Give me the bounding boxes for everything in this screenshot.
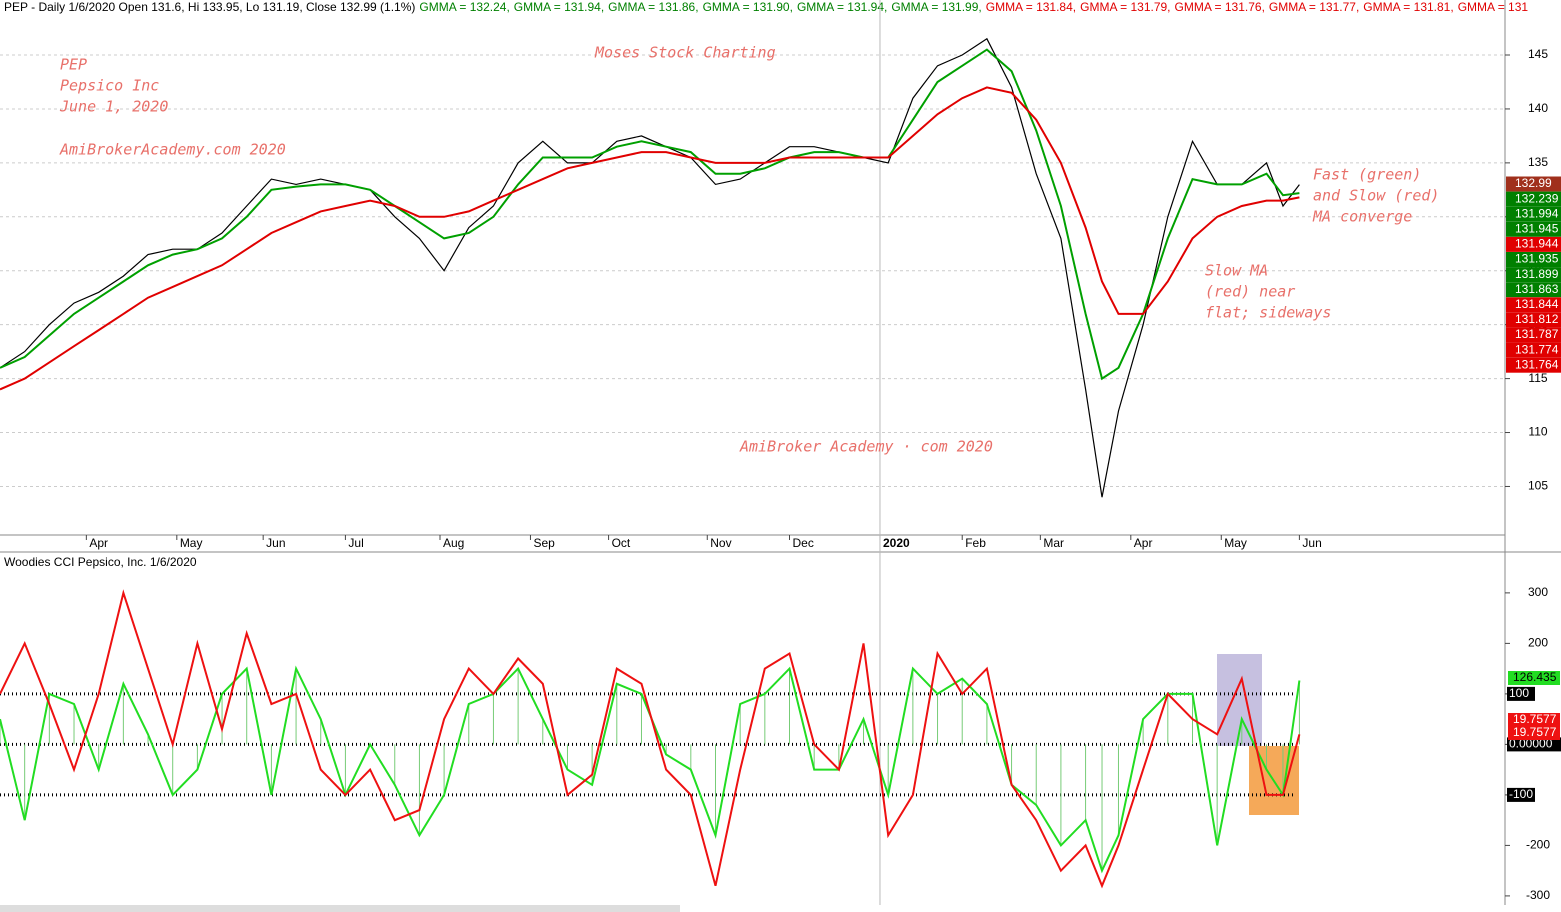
price-label-box <box>1506 282 1561 298</box>
y-tick-label: 135 <box>1528 155 1548 169</box>
y-tick-label: 115 <box>1528 371 1547 385</box>
header-segment: GMMA = 131.94, <box>514 0 604 14</box>
value-label: 19.7577 <box>1513 712 1557 726</box>
value-label-box <box>1508 726 1560 740</box>
tick-box <box>1507 787 1535 802</box>
price-label: 131.812 <box>1515 312 1559 326</box>
price-label-box <box>1506 342 1561 358</box>
price-label: 131.944 <box>1515 237 1559 251</box>
x-tick-label: Aug <box>443 536 464 550</box>
header-segment: GMMA = 131.79, <box>1080 0 1170 14</box>
series-line <box>0 589 1301 889</box>
header-segment: GMMA = 131.86, <box>608 0 698 14</box>
annotation: and Slow (red) <box>1313 187 1439 205</box>
annotation: Slow MA <box>1205 262 1268 280</box>
x-tick-label: Oct <box>612 536 631 550</box>
x-tick-label: Jul <box>348 536 363 550</box>
header-segment: GMMA = 131.94, <box>797 0 887 14</box>
sheet-tabs <box>0 905 680 912</box>
series-line <box>0 665 1301 874</box>
price-label-box <box>1506 236 1561 252</box>
y-tick-label: 105 <box>1528 479 1548 493</box>
tick-box <box>1507 686 1535 701</box>
price-label-box <box>1506 221 1561 237</box>
price-label: 132.239 <box>1515 191 1559 205</box>
header-segment: GMMA = 131.99, <box>891 0 981 14</box>
header-segment: PEP - Daily 1/6/2020 Open 131.6, Hi 133.… <box>4 0 415 14</box>
y-tick-label: -100 <box>1509 787 1533 801</box>
price-label: 131.787 <box>1515 327 1559 341</box>
y-tick-label: 300 <box>1528 585 1548 599</box>
annotation: June 1, 2020 <box>59 98 168 116</box>
header-segment: GMMA = 131.84, <box>986 0 1076 14</box>
price-label: 131.863 <box>1515 282 1559 296</box>
price-label-box <box>1506 267 1561 283</box>
annotation: PEP <box>60 56 87 74</box>
x-tick-label: Apr <box>89 536 108 550</box>
annotation: MA converge <box>1312 208 1412 226</box>
y-tick-label: -300 <box>1526 888 1550 902</box>
x-tick-label: Mar <box>1043 536 1064 550</box>
header-segment: GMMA = 131.76, <box>1175 0 1265 14</box>
x-tick-label: Jun <box>266 536 285 550</box>
x-tick-label: Apr <box>1134 536 1153 550</box>
y-tick-label: -200 <box>1526 838 1550 852</box>
price-label: 131.994 <box>1515 206 1559 220</box>
price-label: 131.844 <box>1515 297 1559 311</box>
value-label: 19.7577 <box>1513 725 1557 739</box>
x-tick-label: Sep <box>533 536 555 550</box>
price-label-box <box>1506 297 1561 313</box>
price-label: 131.935 <box>1515 252 1559 266</box>
header-segment: GMMA = 131 <box>1458 0 1529 14</box>
x-tick-label: May <box>180 536 203 550</box>
price-label-box <box>1506 327 1561 343</box>
header-segment: GMMA = 132.24, <box>419 0 509 14</box>
panel-title: Woodies CCI Pepsico, Inc. 1/6/2020 <box>4 555 197 569</box>
price-label: 131.899 <box>1515 267 1559 281</box>
tick-box <box>1507 737 1561 752</box>
header-segment: GMMA = 131.90, <box>703 0 793 14</box>
price-label-box <box>1506 191 1561 207</box>
value-label-box <box>1508 671 1560 685</box>
price-label-box <box>1506 312 1561 328</box>
y-tick-label: 110 <box>1528 425 1547 439</box>
y-tick-label: 140 <box>1528 101 1548 115</box>
x-tick-label: Feb <box>965 536 986 550</box>
price-label-box <box>1506 357 1561 373</box>
x-tick-label: Nov <box>710 536 731 550</box>
annotation: AmiBroker Academy · com 2020 <box>739 438 993 456</box>
price-label: 131.774 <box>1515 342 1559 356</box>
y-tick-label: 145 <box>1528 47 1548 61</box>
annotation: (red) near <box>1205 283 1295 301</box>
y-tick-label: 200 <box>1528 636 1548 650</box>
x-tick-label: Jun <box>1302 536 1321 550</box>
price-label-box <box>1506 252 1561 267</box>
x-tick-label: 2020 <box>883 536 910 550</box>
series-line <box>0 48 1300 381</box>
y-tick-label: 100 <box>1509 686 1529 700</box>
annotation: Pepsico Inc <box>60 77 159 95</box>
annotation: Moses Stock Charting <box>594 44 776 62</box>
price-label: 131.945 <box>1515 221 1559 235</box>
price-label-box <box>1506 176 1561 192</box>
value-label: 126.435 <box>1513 670 1557 684</box>
header: PEP - Daily 1/6/2020 Open 131.6, Hi 133.… <box>4 0 1528 14</box>
annotation: Fast (green) <box>1313 166 1421 184</box>
series-line <box>0 86 1300 391</box>
price-label: 131.764 <box>1515 357 1559 371</box>
price-label-box <box>1506 206 1561 222</box>
x-tick-label: May <box>1224 536 1247 550</box>
annotation: AmiBrokerAcademy.com 2020 <box>59 141 286 159</box>
header-segment: GMMA = 131.77, <box>1269 0 1359 14</box>
annotation: flat; sideways <box>1205 304 1331 322</box>
value-label-box <box>1508 713 1560 727</box>
header-segment: GMMA = 131.81, <box>1363 0 1453 14</box>
price-label: 132.99 <box>1515 176 1552 190</box>
y-tick-label: 0.00000 <box>1509 737 1553 751</box>
x-tick-label: Dec <box>793 536 814 550</box>
